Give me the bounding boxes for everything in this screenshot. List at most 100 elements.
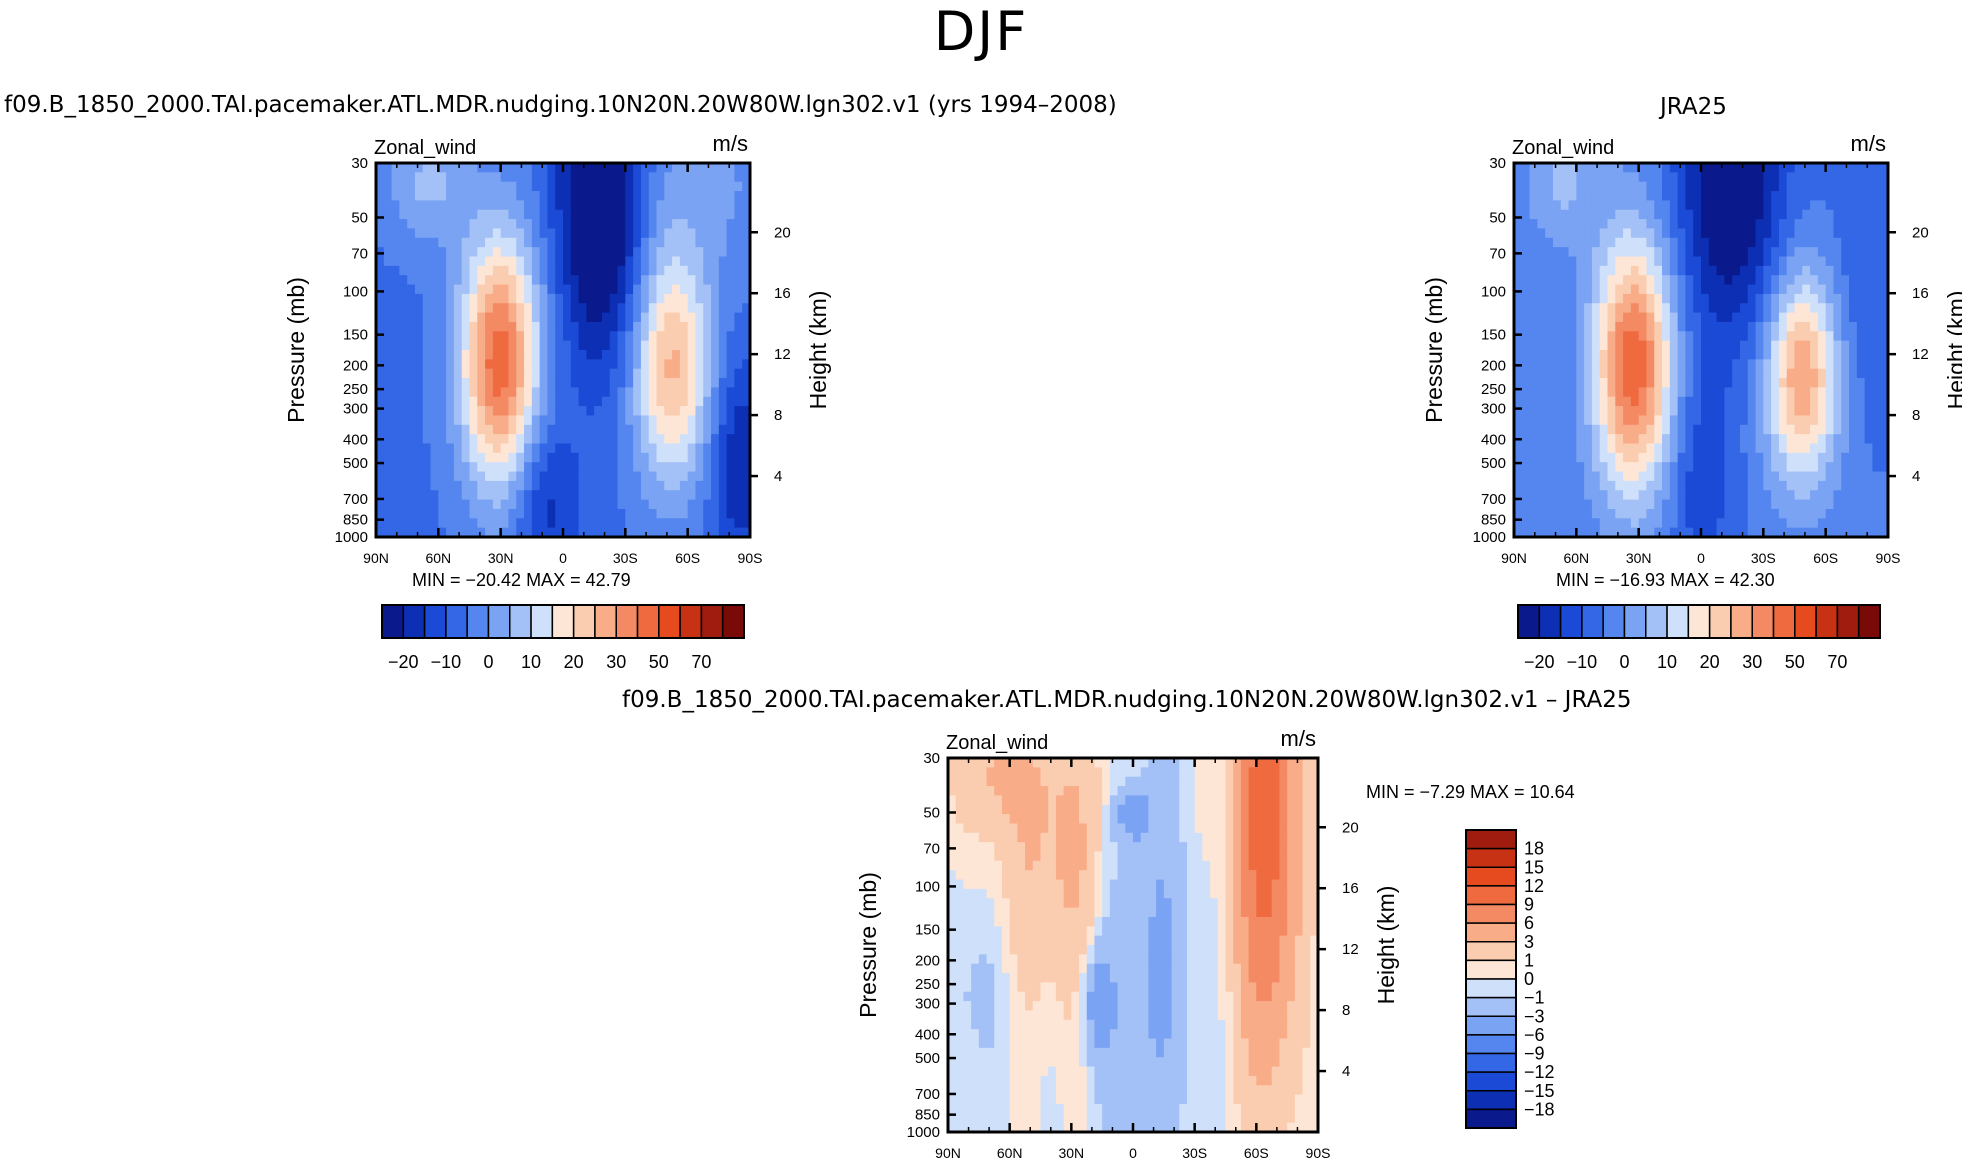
colorbar-swatch: [1772, 604, 1796, 639]
colorbar-swatch: [1708, 604, 1732, 639]
colorbar-swatch: [1857, 604, 1881, 639]
pressure-tick-label: 30: [1489, 155, 1506, 172]
colorbar-swatch: [1559, 604, 1583, 639]
y-axis-label: Pressure (mb): [283, 277, 309, 423]
colorbar-swatch: [1465, 941, 1517, 962]
pressure-tick-label: 1000: [335, 529, 368, 546]
pressure-tick-label: 50: [1489, 209, 1506, 226]
pressure-tick-label: 150: [1481, 327, 1506, 344]
colorbar-swatch: [1602, 604, 1626, 639]
x-tick-label: 30N: [1058, 1145, 1084, 1161]
colorbar-label: 1: [1524, 950, 1534, 970]
pressure-tick-label: 200: [1481, 357, 1506, 374]
x-tick-label: 60S: [675, 550, 700, 566]
pressure-tick-label: 500: [915, 1050, 940, 1067]
colorbar-swatch: [1666, 604, 1690, 639]
colorbar-swatch: [1836, 604, 1860, 639]
pressure-tick-label: 100: [915, 878, 940, 895]
colorbar-swatch: [572, 604, 596, 639]
colorbar-label: 6: [1524, 913, 1534, 933]
colorbar-label: −20: [388, 652, 419, 672]
pressure-tick-label: 1000: [907, 1124, 940, 1141]
pressure-tick-label: 200: [343, 357, 368, 374]
contour-field: [376, 163, 751, 538]
x-tick-label: 0: [559, 550, 567, 566]
colorbar-swatch: [1465, 847, 1517, 868]
pressure-tick-label: 250: [343, 381, 368, 398]
height-tick-label: 16: [1342, 880, 1359, 897]
colorbar-swatch: [530, 604, 554, 639]
colorbar-swatch: [1465, 866, 1517, 887]
colorbar-label: 50: [649, 652, 669, 672]
height-tick-label: 12: [774, 346, 791, 363]
contour-field: [948, 758, 1319, 1133]
colorbar-frame: [1517, 604, 1881, 639]
colorbar-swatch: [1794, 604, 1817, 639]
colorbar-label: −6: [1524, 1025, 1545, 1045]
pressure-tick-label: 850: [915, 1107, 940, 1124]
colorbar-swatch: [721, 604, 745, 639]
colorbar-label: 12: [1524, 876, 1544, 896]
height-tick-label: 8: [1342, 1002, 1350, 1019]
pressure-tick-label: 400: [1481, 431, 1506, 448]
colorbar-swatch: [1465, 1090, 1517, 1111]
colorbar-label: 0: [483, 652, 493, 672]
colorbar-swatch: [1465, 959, 1517, 980]
x-tick-label: 90N: [363, 550, 389, 566]
x-tick-label: 90N: [935, 1145, 961, 1161]
pressure-tick-label: 100: [1481, 283, 1506, 300]
colorbar-swatch: [1538, 604, 1562, 639]
pressure-tick-label: 500: [1481, 455, 1506, 472]
colorbar-swatch: [1730, 604, 1753, 639]
colorbar-label: 70: [691, 652, 711, 672]
height-tick-label: 16: [1912, 285, 1929, 302]
units-label: m/s: [1851, 131, 1886, 156]
colorbar-swatch: [700, 604, 724, 639]
colorbar-label: −3: [1524, 1006, 1545, 1026]
pressure-tick-label: 700: [915, 1086, 940, 1103]
colorbar-label: 50: [1785, 652, 1805, 672]
pressure-tick-label: 300: [343, 401, 368, 418]
colorbar-swatch: [615, 604, 639, 639]
x-tick-label: 90S: [1876, 550, 1901, 566]
colorbar-label: 18: [1524, 839, 1544, 859]
pressure-tick-label: 250: [915, 976, 940, 993]
colorbar-swatch: [1465, 885, 1517, 906]
colorbar-swatch: [1751, 604, 1775, 639]
colorbar-swatch: [636, 604, 660, 639]
pressure-tick-label: 500: [343, 455, 368, 472]
pressure-tick-label: 700: [1481, 491, 1506, 508]
y-axis-label-right: Height (km): [1373, 886, 1399, 1005]
colorbar-label: −9: [1524, 1044, 1545, 1064]
colorbar-frame: [1465, 829, 1517, 1129]
colorbar-label: −20: [1524, 652, 1555, 672]
height-tick-label: 12: [1342, 941, 1359, 958]
colorbar-label: 15: [1524, 857, 1544, 877]
colorbar-swatch: [658, 604, 681, 639]
height-tick-label: 4: [1342, 1063, 1350, 1080]
colorbar-label: 10: [1657, 652, 1677, 672]
pressure-tick-label: 70: [351, 245, 368, 262]
colorbar-label: −10: [431, 652, 462, 672]
colorbar-swatch: [509, 604, 532, 639]
colorbar-swatch: [1465, 1071, 1517, 1092]
x-tick-label: 30S: [1751, 550, 1776, 566]
x-tick-label: 90S: [1306, 1145, 1331, 1161]
colorbar-swatch: [1645, 604, 1668, 639]
colorbar-label: 20: [1700, 652, 1720, 672]
variable-label: Zonal_wind: [374, 137, 476, 159]
height-tick-label: 12: [1912, 346, 1929, 363]
height-tick-label: 16: [774, 285, 791, 302]
colorbar-swatch: [1517, 604, 1541, 639]
colorbar-swatch: [1465, 829, 1517, 850]
x-tick-label: 90S: [738, 550, 763, 566]
colorbar-label: 0: [1524, 969, 1534, 989]
pressure-tick-label: 1000: [1473, 529, 1506, 546]
colorbar-swatch: [445, 604, 468, 639]
colorbar-label: −12: [1524, 1062, 1555, 1082]
pressure-tick-label: 250: [1481, 381, 1506, 398]
colorbar-swatch: [1581, 604, 1604, 639]
colorbar-swatch: [1465, 996, 1517, 1017]
